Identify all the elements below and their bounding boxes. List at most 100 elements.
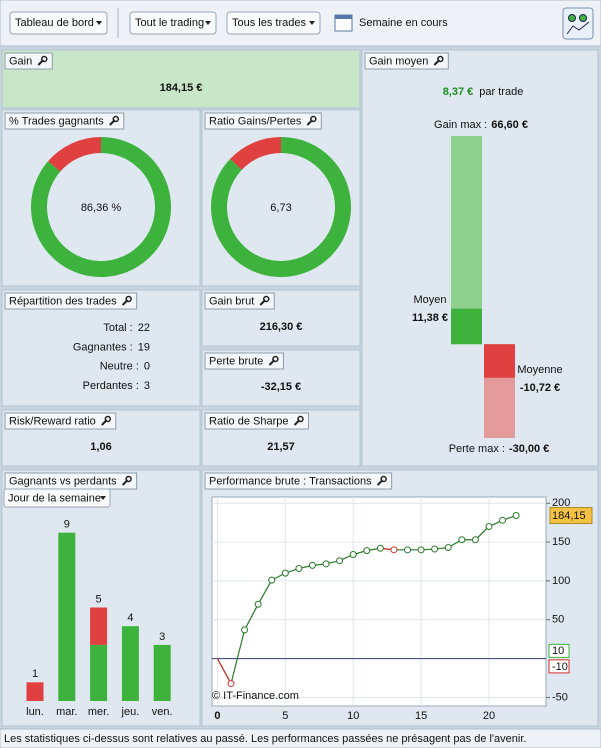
donut-segment <box>48 137 101 172</box>
y-tick-label: 150 <box>552 536 570 548</box>
trade-count-value: 19 <box>138 341 150 353</box>
panel-header <box>4 412 117 430</box>
trade-count-row: Total : 22 <box>103 322 150 334</box>
stat-value: -32,15 € <box>261 381 301 393</box>
trade-count-value: 22 <box>138 322 150 334</box>
level-badge <box>548 643 570 658</box>
settings-icon-dot <box>579 14 587 22</box>
extreme-name: Gain max : <box>434 119 487 131</box>
point-marker <box>471 536 479 544</box>
extreme-label: Perte max : -30,00 € <box>449 443 550 455</box>
panel-header <box>204 352 284 370</box>
x-tick-label: mar. <box>56 706 77 718</box>
gain-value: 184,15 € <box>160 82 203 94</box>
x-tick-label: jeu. <box>121 706 140 718</box>
x-tick-label: 15 <box>415 710 427 722</box>
panel-title: Répartition des trades <box>9 295 117 307</box>
panel-title: Gagnants vs perdants <box>9 475 117 487</box>
bar-segment <box>58 532 76 701</box>
y-tick-label: -50 <box>552 691 568 703</box>
point-marker <box>404 546 412 554</box>
level-badge <box>548 659 570 674</box>
donut-center-label: 86,36 % <box>81 202 122 214</box>
average-value: -10,72 € <box>520 382 560 394</box>
x-tick-label: 5 <box>282 710 288 722</box>
x-tick-label: 20 <box>483 710 495 722</box>
trade-count-label: Neutre : <box>100 361 139 373</box>
average-bar <box>451 308 482 345</box>
panel-title: Gain brut <box>209 295 254 307</box>
stat-value: 1,06 <box>90 441 111 453</box>
panel <box>1 49 361 109</box>
x-tick-label: 0 <box>214 710 220 722</box>
footer-text: Les statistiques ci-dessus sont relative… <box>4 733 526 745</box>
dropdown-label: Jour de la semaine <box>8 492 101 504</box>
dropdown[interactable] <box>3 488 111 508</box>
annotation: © IT-Finance.com <box>212 690 299 702</box>
y-tick-label: 50 <box>552 614 564 626</box>
panel-title: Gain <box>9 55 32 67</box>
trade-count-value: 0 <box>144 361 150 373</box>
point-marker <box>390 546 398 554</box>
wrench-icon-head <box>263 295 270 303</box>
panel-header <box>204 112 322 130</box>
wrench-icon-head <box>310 115 317 123</box>
panel-title: Ratio de Sharpe <box>209 415 289 427</box>
level-badge-label: 10 <box>552 645 564 657</box>
footer <box>0 728 601 748</box>
dropdown-arrow <box>205 21 211 25</box>
dropdown-arrow <box>309 21 315 25</box>
wrench-icon-head <box>104 415 112 423</box>
bar-total-label: 5 <box>96 593 102 605</box>
donut-center-label: 6,73 <box>270 202 291 214</box>
loss-segment <box>216 658 232 684</box>
panel-header <box>4 52 53 70</box>
panel-title: Gain moyen <box>369 55 428 67</box>
wrench-icon-head <box>380 475 387 483</box>
point-marker <box>499 516 507 524</box>
bar-segment <box>153 644 171 701</box>
toolbar-button[interactable] <box>9 11 108 35</box>
point-marker <box>444 544 452 552</box>
x-tick-label: lun. <box>26 706 44 718</box>
wrench-icon-head <box>437 55 444 63</box>
settings-icon-graph <box>566 21 590 35</box>
level-badge-label: -10 <box>552 661 568 673</box>
point-marker <box>241 626 249 634</box>
wrench-icon-head <box>125 295 132 303</box>
panel-header <box>204 292 275 310</box>
headline: 8,37 € par trade <box>443 86 524 98</box>
trade-count-label: Total : <box>103 322 132 334</box>
bar-segment <box>90 607 108 645</box>
point-marker <box>417 546 425 554</box>
panel-header <box>4 112 125 130</box>
point-marker <box>254 600 262 608</box>
extreme-name: Perte max : <box>449 443 505 455</box>
panel-title: Performance brute : Transactions <box>209 475 372 487</box>
point-marker <box>268 576 276 584</box>
point-marker <box>458 536 466 544</box>
average-label: Moyenne <box>517 364 562 376</box>
x-tick-label: mer. <box>88 706 109 718</box>
panel-title: Risk/Reward ratio <box>9 415 96 427</box>
panel-title: Ratio Gains/Pertes <box>209 115 302 127</box>
dropdown-arrow <box>96 21 102 25</box>
point-marker <box>295 564 303 572</box>
panel-header <box>204 472 393 490</box>
toolbar-button[interactable] <box>129 11 217 35</box>
dropdown-arrow <box>100 496 106 500</box>
average-bar <box>484 344 515 378</box>
bar-segment <box>121 626 139 701</box>
trade-count-label: Gagnantes : <box>73 341 133 353</box>
point-marker <box>227 680 235 688</box>
last-value-badge <box>549 507 593 525</box>
trade-count-label: Perdantes : <box>83 380 139 392</box>
settings-icon[interactable] <box>562 7 594 40</box>
bar-total-label: 3 <box>159 631 165 643</box>
panel-header <box>4 292 138 310</box>
point-marker <box>322 560 330 568</box>
trade-count-row: Gagnantes : 19 <box>73 341 150 353</box>
extreme-value: -30,00 € <box>509 443 549 455</box>
stat-value: 21,57 <box>267 441 295 453</box>
toolbar-button[interactable] <box>226 11 321 35</box>
